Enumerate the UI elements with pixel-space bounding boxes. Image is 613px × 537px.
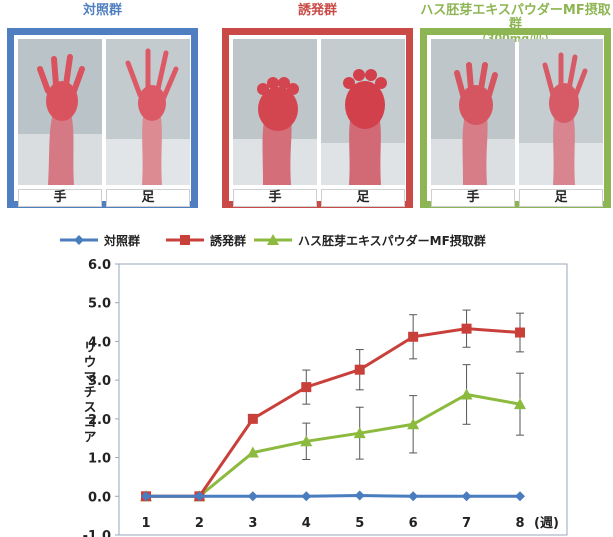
- group-title-control-text: 対照群: [82, 3, 122, 18]
- legend-marker: [180, 235, 190, 245]
- data-point: [354, 364, 365, 375]
- y-tick-label: 5.0: [88, 297, 111, 312]
- legend-label: 対照群: [103, 233, 140, 248]
- data-point: [407, 418, 420, 430]
- x-tick-label: 6: [409, 516, 418, 531]
- rheumatism-score-chart: 対照群 誘発群 ハス胚芽エキスパウダーMF摂取群 -1.0 0.0 1.0 2.0 3.0 4…: [60, 233, 568, 537]
- x-axis-unit: (週): [534, 516, 559, 531]
- x-tick-label: 7: [462, 516, 471, 531]
- data-point: [247, 491, 258, 502]
- data-point: [354, 490, 365, 501]
- legend-marker: [267, 234, 279, 245]
- photo-mf-foot: [519, 39, 603, 185]
- series-line-3: [146, 392, 521, 498]
- caption-control-hand: 手: [18, 189, 102, 207]
- y-axis-label: リウマチスコア: [81, 340, 96, 445]
- photo-induced-foot: [321, 39, 405, 185]
- data-point: [515, 491, 525, 502]
- photo-mf-hand: [431, 39, 515, 185]
- caption-control-foot: 足: [106, 189, 190, 207]
- photo-induced-hand: [233, 39, 317, 185]
- caption-mf-foot: 足: [519, 189, 603, 207]
- legend-label: 誘発群: [210, 233, 246, 248]
- series-line-1: [146, 494, 520, 498]
- data-point: [408, 331, 419, 342]
- panel-mf: 手 足: [420, 28, 611, 208]
- photo-control-hand: [18, 39, 102, 185]
- data-point: [247, 413, 258, 424]
- data-point: [300, 435, 313, 447]
- group-title-control: 対照群: [7, 4, 198, 28]
- x-tick-label: 3: [248, 516, 257, 531]
- data-point: [461, 491, 472, 502]
- group-title-induced: 誘発群: [222, 4, 413, 28]
- y-tick-label: 3.0: [88, 374, 111, 389]
- x-tick-label: 1: [141, 516, 150, 531]
- panel-control: 手 足: [7, 28, 198, 208]
- axes: -1.0 0.0 1.0 2.0 3.0 4.0 5.0 6.0 1 2 3 4 5 6 7 8 (週) リウマチ…: [81, 258, 559, 537]
- data-point: [461, 323, 472, 334]
- caption-mf-hand: 手: [431, 189, 515, 207]
- series-line-2: [146, 327, 521, 498]
- y-tick-label: 0.0: [88, 490, 111, 505]
- data-point: [301, 382, 312, 393]
- photo-control-foot: [106, 39, 190, 185]
- data-point: [301, 491, 312, 502]
- x-tick-label: 2: [195, 516, 204, 531]
- legend-label: ハス胚芽エキスパウダーMF摂取群: [298, 233, 486, 248]
- caption-induced-foot: 足: [321, 189, 405, 207]
- data-point: [141, 491, 151, 502]
- legend: 対照群 誘発群 ハス胚芽エキスパウダーMF摂取群: [60, 233, 486, 248]
- y-tick-label: -1.0: [83, 529, 111, 537]
- y-tick-label: 4.0: [88, 335, 111, 350]
- panel-induced: 手 足: [222, 28, 413, 208]
- data-point: [515, 327, 525, 338]
- y-tick-label: 1.0: [88, 452, 111, 467]
- data-point: [246, 446, 259, 458]
- y-tick-label: 2.0: [88, 413, 111, 428]
- caption-induced-hand: 手: [233, 189, 317, 207]
- data-point: [194, 491, 205, 502]
- group-title-mf: ハス胚芽エキスパウダーMF摂取群 （300mg/匹）: [420, 4, 611, 46]
- group-title-induced-text: 誘発群: [297, 3, 337, 18]
- legend-marker: [74, 235, 84, 245]
- x-tick-label: 8: [515, 516, 524, 531]
- data-point: [408, 491, 419, 502]
- x-tick-label: 4: [302, 516, 311, 531]
- series-layer: [140, 309, 526, 502]
- data-point: [514, 398, 526, 410]
- data-point: [353, 427, 366, 439]
- x-tick-label: 5: [355, 516, 364, 531]
- data-point: [460, 388, 473, 400]
- y-tick-label: 6.0: [88, 258, 111, 273]
